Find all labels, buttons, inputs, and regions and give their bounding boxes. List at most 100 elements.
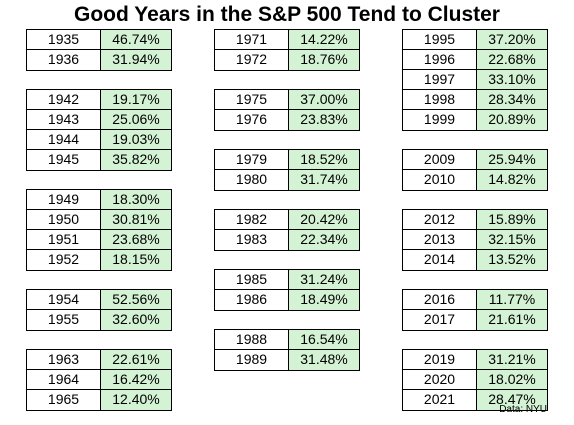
year-cell: 1989 [215,350,289,370]
year-group: 1982 20.42% 1983 22.34% [214,209,360,251]
year-group: 2009 25.94% 2010 14.82% [402,149,548,191]
year-cell: 1995 [403,30,477,49]
table-row: 1955 32.60% [27,310,171,330]
return-cell: 12.40% [101,390,171,410]
return-cell: 18.52% [289,150,359,169]
return-cell: 19.03% [101,130,171,149]
year-cell: 1950 [27,210,101,229]
return-cell: 35.82% [101,150,171,170]
year-cell: 1944 [27,130,101,149]
year-cell: 1935 [27,30,101,49]
return-cell: 11.77% [477,290,547,309]
year-group: 2016 11.77% 2017 21.61% [402,289,548,331]
table-row: 2009 25.94% [403,150,547,170]
table-row: 1975 37.00% [215,90,359,110]
year-cell: 2009 [403,150,477,169]
year-cell: 1980 [215,170,289,190]
return-cell: 28.34% [477,90,547,109]
year-cell: 2017 [403,310,477,330]
year-group: 1975 37.00% 1976 23.83% [214,89,360,131]
return-cell: 28.47% [477,390,547,410]
year-group: 2012 15.89% 2013 32.15% 2014 13.52% [402,209,548,271]
year-group: 1954 52.56% 1955 32.60% [26,289,172,331]
table-row: 2019 31.21% [403,350,547,370]
return-cell: 23.68% [101,230,171,249]
return-cell: 31.74% [289,170,359,190]
year-cell: 1999 [403,110,477,130]
year-group: 1949 18.30% 1950 30.81% 1951 23.68% 1952 18.15% [26,189,172,271]
table-row: 1976 23.83% [215,110,359,130]
year-group: 1935 46.74% 1936 31.94% [26,29,172,71]
year-cell: 2016 [403,290,477,309]
return-cell: 18.30% [101,190,171,209]
year-cell: 1982 [215,210,289,229]
return-cell: 31.48% [289,350,359,370]
year-cell: 1976 [215,110,289,130]
return-cell: 20.89% [477,110,547,130]
year-cell: 1965 [27,390,101,410]
table-row: 1999 20.89% [403,110,547,130]
return-cell: 31.24% [289,270,359,289]
year-cell: 1986 [215,290,289,310]
table-row: 1954 52.56% [27,290,171,310]
table-row: 1983 22.34% [215,230,359,250]
return-cell: 16.54% [289,330,359,349]
return-cell: 22.34% [289,230,359,250]
return-cell: 22.68% [477,50,547,69]
year-group: 1985 31.24% 1986 18.49% [214,269,360,311]
return-cell: 23.83% [289,110,359,130]
year-cell: 1954 [27,290,101,309]
table-row: 1997 33.10% [403,70,547,90]
return-cell: 18.15% [101,250,171,270]
year-cell: 2021 [403,390,477,410]
table-row: 2014 13.52% [403,250,547,270]
return-cell: 20.42% [289,210,359,229]
year-cell: 1972 [215,50,289,70]
table-row: 1964 16.42% [27,370,171,390]
table-row: 2010 14.82% [403,170,547,190]
table-row: 1951 23.68% [27,230,171,250]
table-row: 1949 18.30% [27,190,171,210]
table-row: 2021 28.47% [403,390,547,410]
table-row: 1950 30.81% [27,210,171,230]
year-group: 1979 18.52% 1980 31.74% [214,149,360,191]
return-cell: 15.89% [477,210,547,229]
table-row: 2013 32.15% [403,230,547,250]
return-cell: 30.81% [101,210,171,229]
table-row: 2020 18.02% [403,370,547,390]
return-cell: 18.76% [289,50,359,70]
year-cell: 1942 [27,90,101,109]
year-cell: 1955 [27,310,101,330]
table-row: 1988 16.54% [215,330,359,350]
return-cell: 31.21% [477,350,547,369]
chart-title: Good Years in the S&P 500 Tend to Cluste… [74,3,500,26]
year-cell: 1998 [403,90,477,109]
year-group: 1995 37.20% 1996 22.68% 1997 33.10% 1998 28.34%… [402,29,548,131]
table-row: 1945 35.82% [27,150,171,170]
table-row: 1982 20.42% [215,210,359,230]
table-row: 2012 15.89% [403,210,547,230]
return-cell: 52.56% [101,290,171,309]
year-cell: 1997 [403,70,477,89]
year-cell: 2020 [403,370,477,389]
return-cell: 37.20% [477,30,547,49]
year-cell: 1964 [27,370,101,389]
year-cell: 1952 [27,250,101,270]
year-cell: 1971 [215,30,289,49]
return-cell: 33.10% [477,70,547,89]
return-cell: 14.22% [289,30,359,49]
return-cell: 14.82% [477,170,547,190]
table-row: 1965 12.40% [27,390,171,410]
return-cell: 46.74% [101,30,171,49]
table-row: 1944 19.03% [27,130,171,150]
return-cell: 37.00% [289,90,359,109]
return-cell: 32.15% [477,230,547,249]
year-cell: 1979 [215,150,289,169]
return-cell: 22.61% [101,350,171,369]
table-row: 1952 18.15% [27,250,171,270]
return-cell: 21.61% [477,310,547,330]
year-cell: 1945 [27,150,101,170]
table-row: 2017 21.61% [403,310,547,330]
return-cell: 13.52% [477,250,547,270]
return-cell: 19.17% [101,90,171,109]
